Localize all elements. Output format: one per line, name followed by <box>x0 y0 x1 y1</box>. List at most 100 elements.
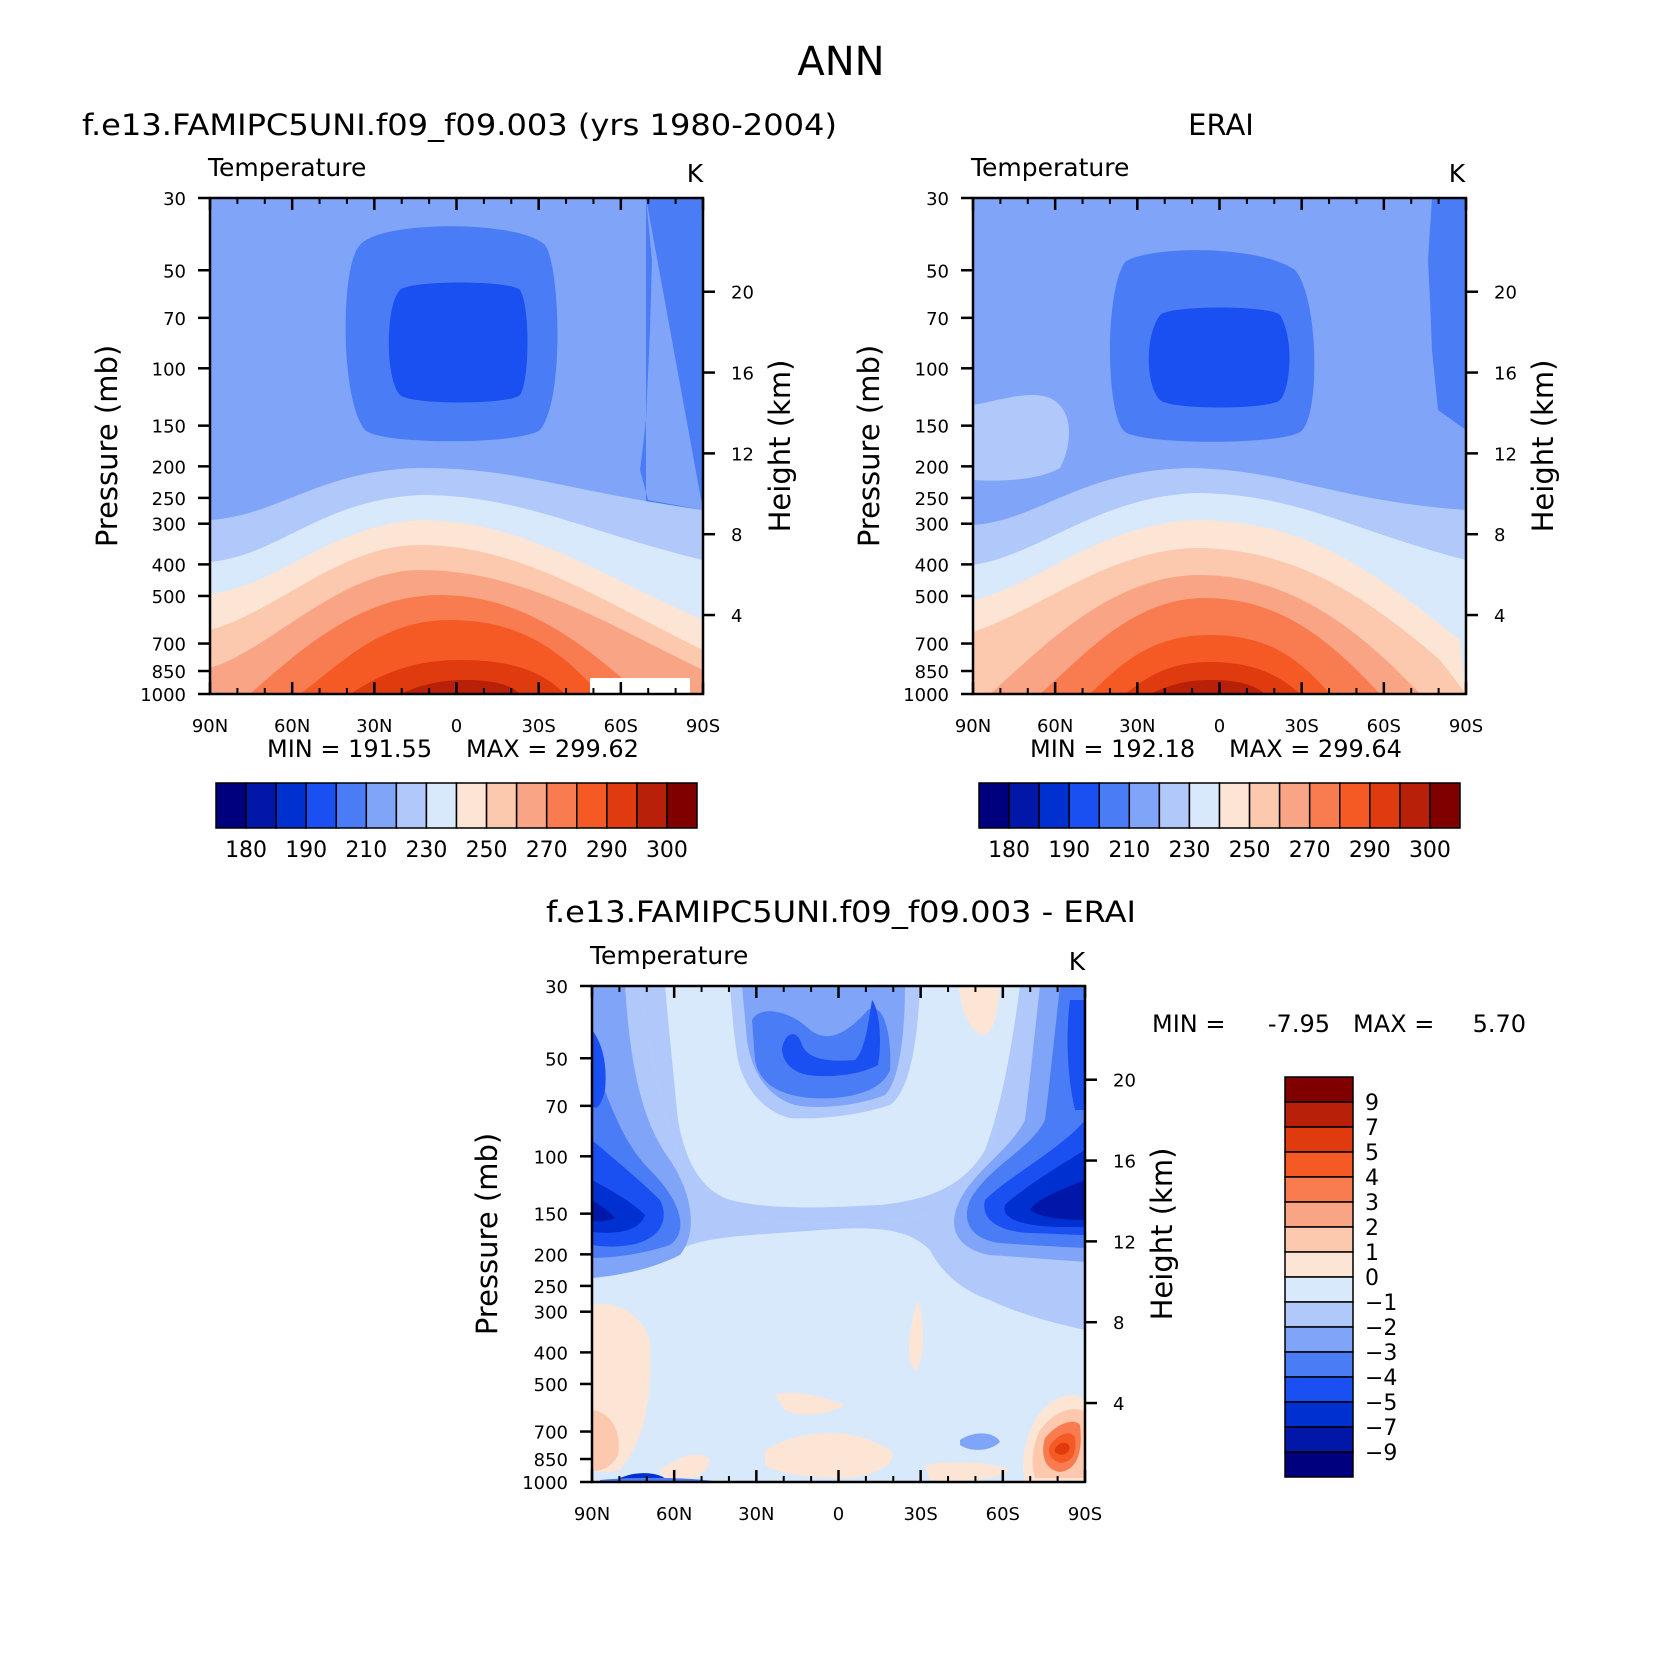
obs-y-right-tick-label: 20 <box>1494 283 1517 304</box>
obs-colorbar-box <box>1399 782 1431 829</box>
obs-x-tick-label: 60S <box>1367 716 1401 737</box>
model-y-right-tick-label: 20 <box>731 283 754 304</box>
obs-colorbar-label: 230 <box>1168 838 1210 863</box>
model-colorbar-box <box>455 782 488 829</box>
obs-colorbar-box <box>1158 782 1191 829</box>
diff-colorbar-box <box>1284 1251 1354 1278</box>
model-y-tick-label: 100 <box>152 359 186 380</box>
model-colorbar-box <box>365 782 398 829</box>
diff-y-tick-label: 150 <box>534 1205 568 1226</box>
diff-y-right-label: Height (km) <box>1145 1148 1179 1321</box>
diff-colorbar-box <box>1284 1351 1354 1378</box>
obs-y-tick-label: 850 <box>915 662 949 683</box>
obs-x-tick-label: 0 <box>1214 716 1225 737</box>
diff-colorbar-box <box>1284 1151 1354 1178</box>
model-x-tick-label: 30N <box>356 716 392 737</box>
obs-colorbar-box <box>978 782 1010 829</box>
diff-colorbar-box <box>1284 1126 1354 1153</box>
diff-x-tick-label: 30N <box>738 1504 774 1525</box>
model-colorbar-box <box>666 782 698 829</box>
model-y-tick-label: 300 <box>152 515 186 536</box>
diff-colorbar-label: −4 <box>1365 1366 1397 1391</box>
diff-min-value: -7.95 <box>1268 1010 1330 1038</box>
diff-x-tick-label: 90N <box>574 1504 610 1525</box>
model-colorbar-box <box>425 782 458 829</box>
diff-y-tick-label: 50 <box>545 1049 568 1070</box>
diff-x-tick-label: 90S <box>1068 1504 1102 1525</box>
obs-colorbar-box <box>1339 782 1371 829</box>
obs-colorbar-label: 180 <box>988 838 1030 863</box>
diff-y-tick-label: 700 <box>534 1423 568 1444</box>
diff-y-axis-label: Pressure (mb) <box>470 1133 504 1335</box>
model-colorbar-box <box>395 782 428 829</box>
diff-colorbar-label: 1 <box>1365 1241 1379 1266</box>
obs-colorbar-label: 290 <box>1349 838 1391 863</box>
model-colorbar-box <box>485 782 518 829</box>
diff-y-right-tick-label: 8 <box>1113 1313 1124 1334</box>
diff-colorbar-label: 0 <box>1365 1266 1379 1291</box>
obs-contour-field <box>973 198 1466 694</box>
obs-y-right-label: Height (km) <box>1526 360 1560 533</box>
model-min-stat: MIN = 191.55 <box>267 735 432 763</box>
diff-colorbar-box <box>1284 1376 1354 1403</box>
obs-colorbar-box <box>1308 782 1341 829</box>
diff-colorbar-label: 4 <box>1365 1166 1379 1191</box>
model-x-tick-label: 60N <box>274 716 310 737</box>
obs-colorbar-label: 270 <box>1289 838 1331 863</box>
model-colorbar-box <box>606 782 638 829</box>
obs-colorbar-box <box>1278 782 1311 829</box>
obs-colorbar: 180 190 210 230 250 270 290 300 <box>978 782 1461 863</box>
model-axis-ticks: 90N 60N 30N 0 30S 60S 90S 30 50 70 100 150 200 250 300… <box>140 189 754 737</box>
obs-colorbar-label: 250 <box>1229 838 1271 863</box>
diff-panel-title: f.e13.FAMIPC5UNI.f09_f09.003 - ERAI <box>546 895 1136 929</box>
model-contour-field <box>210 198 703 694</box>
diff-y-tick-label: 250 <box>534 1277 568 1298</box>
obs-colorbar-box <box>1068 782 1100 829</box>
obs-x-tick-label: 30S <box>1284 716 1318 737</box>
model-x-tick-label: 30S <box>521 716 555 737</box>
model-colorbar-label: 190 <box>285 838 327 863</box>
diff-colorbar-label: 3 <box>1365 1191 1379 1216</box>
obs-colorbar-box <box>1128 782 1161 829</box>
obs-x-tick-label: 90S <box>1449 716 1483 737</box>
obs-x-tick-label: 30N <box>1119 716 1155 737</box>
model-colorbar-box <box>515 782 548 829</box>
diff-max-label: MAX = <box>1353 1010 1434 1038</box>
diff-colorbar-label: −9 <box>1365 1441 1397 1466</box>
diff-panel: 90N 60N 30N 0 30S 60S 90S305070100150200250300… <box>470 941 1526 1525</box>
diff-colorbar-label: −3 <box>1365 1341 1397 1366</box>
obs-y-right-tick-label: 16 <box>1494 364 1517 385</box>
obs-y-tick-label: 300 <box>915 515 949 536</box>
diff-colorbar-box <box>1284 1076 1354 1103</box>
diff-y-right-tick-label: 12 <box>1113 1232 1136 1253</box>
diff-contour-field <box>592 986 1085 1482</box>
model-colorbar-box <box>576 782 608 829</box>
obs-y-tick-label: 1000 <box>903 685 949 706</box>
diff-min-label: MIN = <box>1152 1010 1225 1038</box>
model-x-tick-label: 60S <box>604 716 638 737</box>
diff-y-tick-label: 400 <box>534 1343 568 1364</box>
obs-colorbar-box <box>1038 782 1070 829</box>
model-y-axis-label: Pressure (mb) <box>90 345 124 547</box>
diff-x-tick-label: 60S <box>986 1504 1020 1525</box>
diff-colorbar-label: −5 <box>1365 1391 1397 1416</box>
diff-colorbar-box <box>1284 1176 1354 1203</box>
model-y-tick-label: 700 <box>152 635 186 656</box>
obs-colorbar-box <box>1429 782 1461 829</box>
diff-y-tick-label: 300 <box>534 1303 568 1324</box>
diff-y-tick-label: 30 <box>545 977 568 998</box>
obs-y-tick-label: 200 <box>915 457 949 478</box>
obs-colorbar-box <box>1218 782 1251 829</box>
obs-y-axis-label: Pressure (mb) <box>852 345 886 547</box>
model-colorbar-box <box>215 782 247 829</box>
model-y-tick-label: 250 <box>152 489 186 510</box>
diff-y-tick-label: 850 <box>534 1450 568 1471</box>
model-y-tick-label: 1000 <box>140 685 186 706</box>
obs-y-tick-label: 150 <box>915 417 949 438</box>
obs-left-label: Temperature <box>970 153 1129 182</box>
model-y-tick-label: 70 <box>163 309 186 330</box>
diff-axis-ticks: 90N 60N 30N 0 30S 60S 90S 30 50 70 100 150 200 250 300… <box>522 977 1136 1525</box>
diff-colorbar-label: −1 <box>1365 1291 1397 1316</box>
model-x-tick-label: 90S <box>686 716 720 737</box>
